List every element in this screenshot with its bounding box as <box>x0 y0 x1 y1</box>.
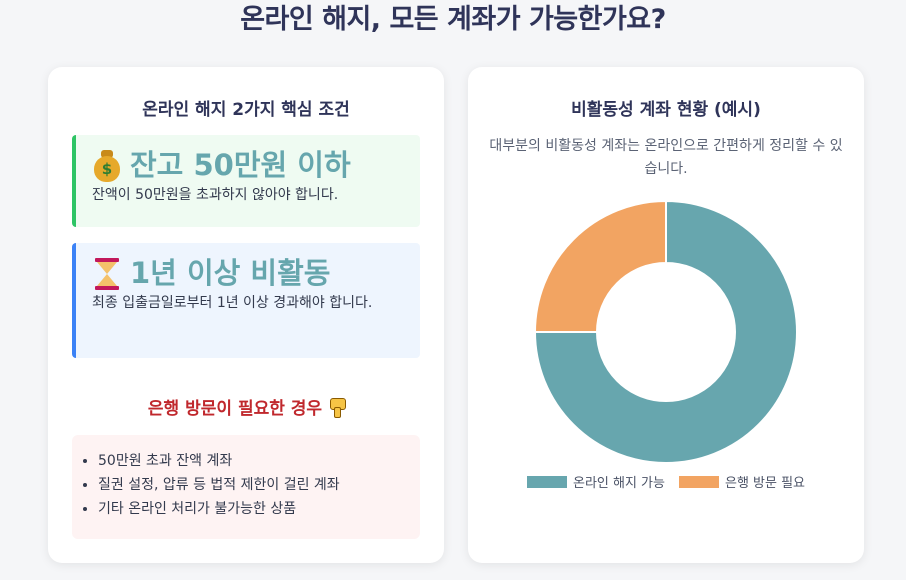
list-item: 기타 온라인 처리가 불가능한 상품 <box>98 497 420 521</box>
bank-visit-heading: 은행 방문이 필요한 경우 <box>48 394 444 419</box>
money-bag-icon: $ <box>92 148 122 182</box>
condition-balance: $ 잔고 50만원 이하 잔액이 50만원을 초과하지 않아야 합니다. <box>72 135 420 227</box>
condition-balance-desc: 잔액이 50만원을 초과하지 않아야 합니다. <box>92 187 339 203</box>
hourglass-icon <box>92 256 122 290</box>
chart-legend: 온라인 해지 가능 은행 방문 필요 <box>468 472 864 491</box>
condition-inactivity: 1년 이상 비활동 최종 입출금일로부터 1년 이상 경과해야 합니다. <box>72 243 420 358</box>
chart-card: 비활동성 계좌 현황 (예시) 대부분의 비활동성 계좌는 온라인으로 간편하게… <box>468 67 864 563</box>
donut-slice-1[interactable] <box>533 199 667 333</box>
page-title: 온라인 해지, 모든 계좌가 가능한가요? <box>240 4 666 35</box>
list-item: 50만원 초과 잔액 계좌 <box>98 449 420 473</box>
legend-swatch <box>526 475 567 488</box>
legend-item-bank[interactable]: 은행 방문 필요 <box>678 472 806 491</box>
legend-swatch <box>678 475 719 488</box>
legend-label: 은행 방문 필요 <box>724 476 806 491</box>
legend-item-online[interactable]: 온라인 해지 가능 <box>526 472 665 491</box>
chart-heading: 비활동성 계좌 현황 (예시) <box>571 100 761 120</box>
conditions-card: 온라인 해지 2가지 핵심 조건 $ 잔고 50만원 이하 잔액이 50만원을 … <box>48 67 444 563</box>
condition-inactivity-desc: 최종 입출금일로부터 1년 이상 경과해야 합니다. <box>92 295 373 311</box>
bank-visit-heading-text: 은행 방문이 필요한 경우 <box>147 399 323 419</box>
legend-label: 온라인 해지 가능 <box>572 476 665 491</box>
condition-inactivity-title: 1년 이상 비활동 <box>130 256 331 290</box>
condition-balance-title: 잔고 50만원 이하 <box>130 148 351 182</box>
donut-chart <box>533 199 798 464</box>
thumbs-down-icon <box>328 397 347 418</box>
chart-description: 대부분의 비활동성 계좌는 온라인으로 간편하게 정리할 수 있습니다. <box>489 138 843 177</box>
list-item: 질권 설정, 압류 등 법적 제한이 걸린 계좌 <box>98 473 420 497</box>
bank-visit-list: 50만원 초과 잔액 계좌 질권 설정, 압류 등 법적 제한이 걸린 계좌 기… <box>72 435 420 539</box>
conditions-heading: 온라인 해지 2가지 핵심 조건 <box>142 100 350 120</box>
donut-slice-0[interactable] <box>533 199 798 464</box>
